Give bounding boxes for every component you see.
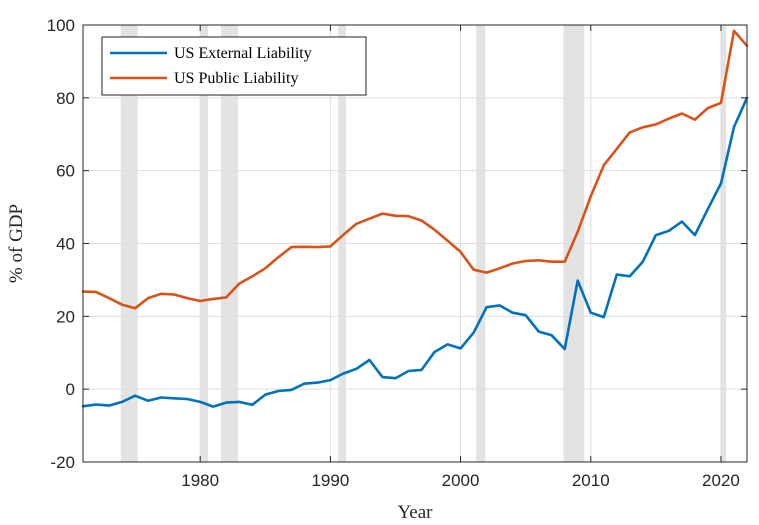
series-line-us-public-liability bbox=[81, 29, 749, 310]
legend-box bbox=[101, 36, 367, 96]
y-axis-title: % of GDP bbox=[6, 204, 27, 283]
legend: US External Liability US Public Liabilit… bbox=[101, 36, 367, 96]
x-tick-label-1980: 1980 bbox=[181, 471, 219, 490]
legend-label-us-external-liability: US External Liability bbox=[174, 45, 312, 62]
tick-labels: 1980 1990 2000 2010 2020 -20 0 20 40 60 80 100 bbox=[47, 16, 740, 490]
axis-ticks bbox=[83, 24, 747, 463]
x-axis-title: Year bbox=[397, 502, 433, 523]
y-tick-label--20: -20 bbox=[50, 453, 75, 472]
x-tick-label-1990: 1990 bbox=[311, 471, 349, 490]
legend-label-us-public-liability: US Public Liability bbox=[174, 70, 298, 87]
y-tick-label-60: 60 bbox=[56, 162, 75, 181]
series-lines bbox=[81, 29, 749, 408]
x-tick-label-2010: 2010 bbox=[572, 471, 610, 490]
series-line-us-external-liability bbox=[81, 96, 749, 408]
y-tick-label-0: 0 bbox=[66, 380, 75, 399]
x-tick-label-2020: 2020 bbox=[702, 471, 740, 490]
x-tick-label-2000: 2000 bbox=[442, 471, 480, 490]
y-tick-label-20: 20 bbox=[56, 307, 75, 326]
y-tick-label-100: 100 bbox=[47, 16, 75, 35]
y-tick-label-80: 80 bbox=[56, 89, 75, 108]
y-tick-label-40: 40 bbox=[56, 235, 75, 254]
